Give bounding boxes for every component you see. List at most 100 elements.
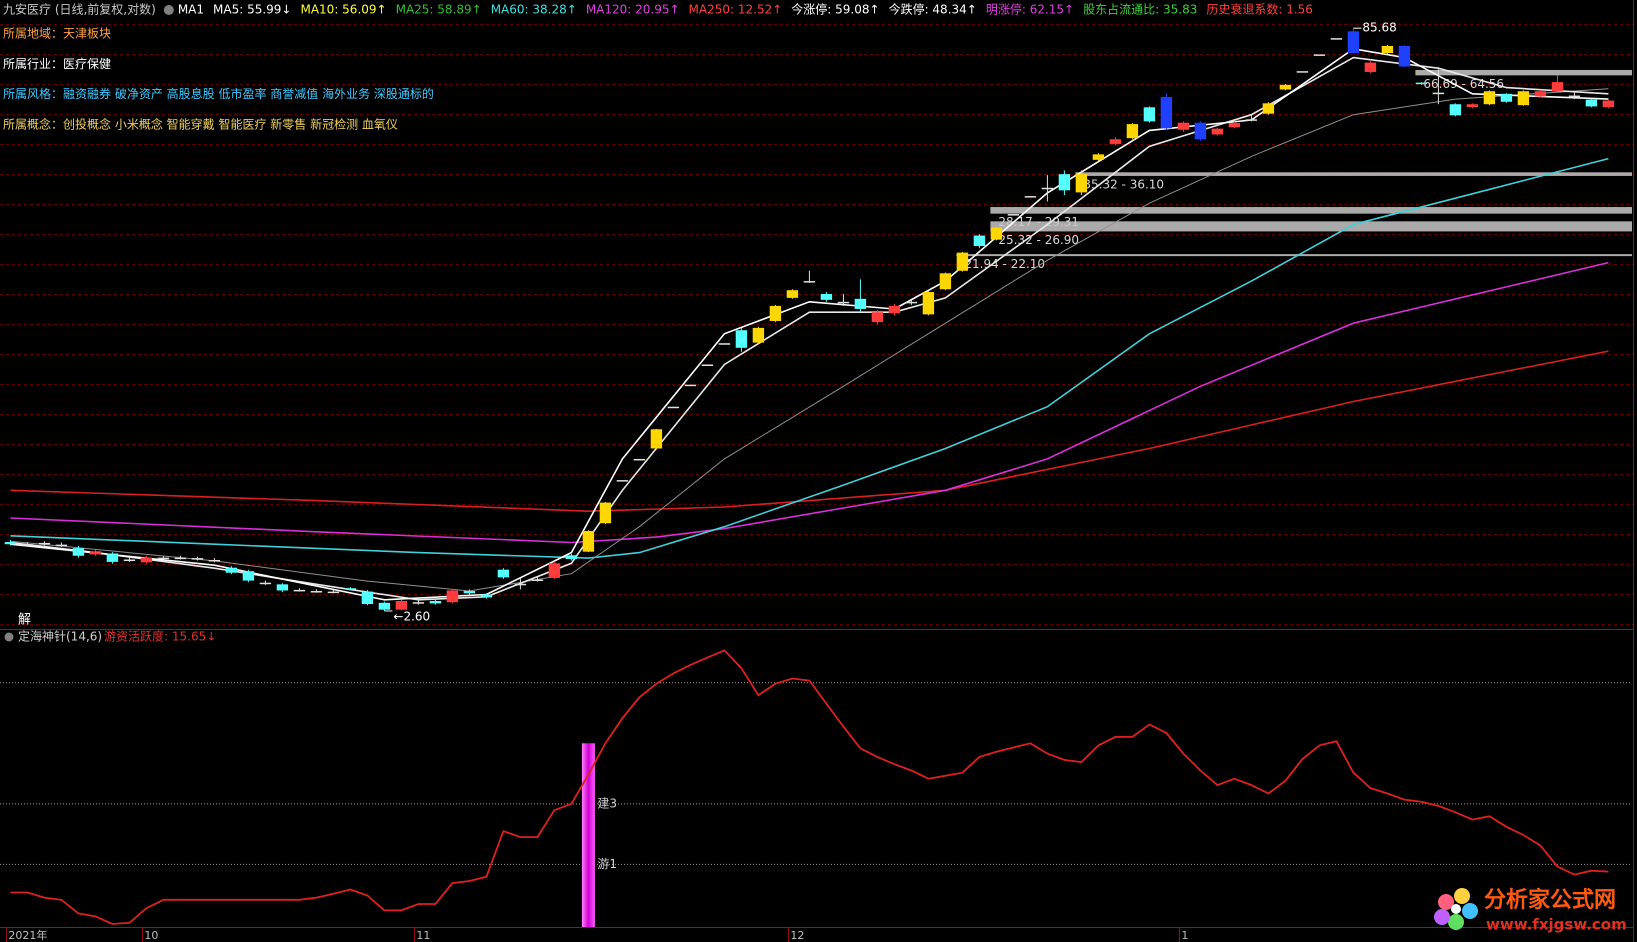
logo-petal bbox=[1434, 909, 1450, 925]
header-icon bbox=[163, 5, 174, 15]
candle-body bbox=[378, 602, 391, 610]
indicator-title: 定海神针(14,6) bbox=[18, 629, 102, 644]
level-label: 建3 bbox=[597, 796, 617, 810]
candle-body bbox=[276, 584, 289, 591]
candle-body bbox=[752, 327, 765, 343]
candle-body bbox=[242, 571, 255, 581]
signal-bar bbox=[581, 743, 595, 927]
candle-body bbox=[990, 227, 1003, 240]
header-item: MA5: 55.99↓ bbox=[213, 3, 291, 17]
candle-body bbox=[463, 591, 476, 594]
candle-body bbox=[1211, 128, 1224, 135]
candle-body bbox=[480, 594, 493, 598]
header-item: 今涨停: 59.08↑ bbox=[791, 2, 879, 17]
header-item: MA1 bbox=[178, 3, 204, 17]
header-item: MA10: 56.09↑ bbox=[300, 3, 386, 17]
candle-body bbox=[1330, 38, 1343, 40]
candle-body bbox=[1449, 104, 1462, 116]
candle-body bbox=[106, 553, 119, 562]
indicator-subtitle: 游资活跃度: 15.65↓ bbox=[104, 629, 216, 644]
header-item: 今跌停: 48.34↑ bbox=[889, 2, 977, 17]
info-value: 医疗保健 bbox=[63, 57, 111, 71]
header-item: 明涨停: 62.15↑ bbox=[986, 2, 1074, 17]
candle-body bbox=[667, 406, 680, 409]
gap-label: 21.94 - 22.10 bbox=[964, 257, 1045, 271]
candle-body bbox=[939, 273, 952, 290]
candle-body bbox=[599, 502, 612, 524]
candle-body bbox=[820, 293, 833, 300]
candle-body bbox=[565, 555, 578, 560]
x-tick-label: 2021年 bbox=[8, 928, 47, 942]
candle-body bbox=[72, 548, 85, 556]
candle-body bbox=[1534, 91, 1547, 97]
candle-body bbox=[429, 600, 442, 604]
candle-body bbox=[21, 544, 34, 546]
candle-body bbox=[344, 588, 357, 590]
logo-petal bbox=[1454, 888, 1470, 904]
candle-body bbox=[89, 551, 102, 555]
candle-body bbox=[1466, 104, 1479, 108]
header-item: MA25: 58.89↑ bbox=[396, 3, 482, 17]
candle-body bbox=[1483, 91, 1496, 105]
candle-body bbox=[191, 558, 204, 560]
watermark-logo bbox=[1434, 888, 1478, 930]
candle-body bbox=[1109, 139, 1122, 144]
header-item: 股东占流通比: 35.83 bbox=[1083, 2, 1197, 17]
gap-label: 25.32 - 26.90 bbox=[998, 233, 1079, 247]
candle-body bbox=[1602, 100, 1615, 108]
gap-label: 35.32 - 36.10 bbox=[1083, 177, 1164, 191]
candle-body bbox=[1092, 154, 1105, 160]
candle-body bbox=[1279, 84, 1292, 90]
candle-body bbox=[905, 301, 918, 304]
candle-body bbox=[854, 298, 867, 310]
candle-body bbox=[1381, 45, 1394, 54]
header: 九安医疗 (日线,前复权,对数) bbox=[3, 2, 156, 17]
candle-body bbox=[1568, 95, 1581, 98]
candle-body bbox=[633, 458, 646, 461]
candle-body bbox=[1143, 107, 1156, 122]
candle-body bbox=[1024, 196, 1037, 198]
gap-band bbox=[990, 207, 1632, 214]
candle-body bbox=[1364, 62, 1377, 72]
candle-body bbox=[1177, 122, 1190, 130]
candle-body bbox=[4, 542, 17, 545]
gap-band bbox=[956, 254, 1632, 257]
candle-body bbox=[361, 591, 374, 605]
candle-body bbox=[497, 569, 510, 578]
candle-body bbox=[174, 557, 187, 560]
candle-body bbox=[1432, 92, 1445, 95]
candle-body bbox=[786, 290, 799, 298]
candle-body bbox=[1007, 214, 1020, 216]
candle-body bbox=[871, 312, 884, 323]
candle-body bbox=[38, 542, 51, 545]
candle-body bbox=[956, 252, 969, 271]
x-tick-label: 10 bbox=[144, 929, 158, 942]
candle-body bbox=[650, 429, 663, 449]
header-item: MA60: 38.28↑ bbox=[491, 3, 577, 17]
candle-body bbox=[395, 600, 408, 610]
main-panel-grid bbox=[0, 22, 1634, 628]
candle-body bbox=[293, 589, 306, 592]
candle-body bbox=[803, 281, 816, 283]
candle-body bbox=[735, 330, 748, 348]
logo-petal bbox=[1438, 894, 1454, 910]
candle-body bbox=[1585, 99, 1598, 107]
corner-mark: 解 bbox=[18, 613, 31, 628]
candle-body bbox=[1041, 187, 1054, 190]
header-item: MA250: 12.52↑ bbox=[689, 3, 783, 17]
candle-body bbox=[1160, 97, 1173, 129]
indicator-icon[interactable] bbox=[4, 632, 14, 642]
candle-body bbox=[514, 583, 527, 586]
info-label: 所属行业： bbox=[3, 57, 63, 71]
info-value: 天津板块 bbox=[63, 27, 111, 41]
candle-body bbox=[922, 292, 935, 315]
candle-body bbox=[1517, 91, 1530, 106]
candle-body bbox=[1347, 31, 1360, 54]
candle-body bbox=[123, 559, 136, 561]
info-label: 所属风格： bbox=[3, 86, 63, 101]
candle-body bbox=[1245, 119, 1258, 121]
ma-line bbox=[10, 56, 1609, 601]
info-value: 创投概念 小米概念 智能穿戴 智能医疗 新零售 新冠检测 血氧仪 bbox=[63, 116, 398, 131]
candle-body bbox=[1058, 174, 1071, 191]
